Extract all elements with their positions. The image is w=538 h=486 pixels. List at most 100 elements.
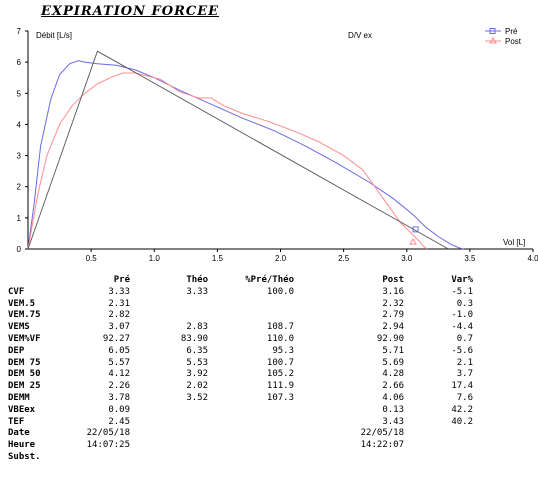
table-cell: 2.83: [186, 322, 208, 333]
table-cell: 100.0: [266, 286, 294, 297]
table-cell: 3.16: [382, 286, 404, 297]
table-cell: 2.26: [108, 381, 130, 392]
row-label: VEMS: [8, 322, 30, 333]
row-label: DEM 50: [8, 369, 41, 380]
table-cell: 22/05/18: [360, 428, 404, 439]
chart-series: [27, 50, 464, 250]
table-cell: [404, 452, 473, 464]
table-cell: [130, 310, 208, 322]
y-tick-label: 0: [17, 245, 22, 254]
table-cell: 3.92: [186, 369, 208, 380]
row-label: VEM.5: [8, 298, 36, 309]
table-row: Date 22/05/18 22/05/18: [8, 428, 473, 440]
table-row: DEM 25 2.26 2.02 111.9 2.66 17.4: [8, 381, 473, 393]
table-cell: [130, 452, 208, 464]
x-tick-label: 4.0: [527, 254, 538, 263]
table-cell: [404, 440, 473, 452]
x-tick-label: 0.5: [86, 254, 98, 263]
table-row: Heure 14:07:25 14:22:07: [8, 440, 473, 452]
table-cell: 92.27: [102, 333, 130, 344]
y-tick-label: 6: [17, 58, 22, 67]
table-cell: 5.53: [186, 357, 208, 368]
legend-marker-triangle: [489, 37, 497, 44]
column-header: Var%: [451, 275, 473, 285]
table-cell: -4.4: [451, 322, 473, 333]
table-cell: 7.6: [456, 392, 473, 403]
table-row: VEM.5 2.31 2.32 0.3: [8, 299, 473, 311]
table-cell: -5.6: [451, 345, 473, 356]
pre-marker: [412, 226, 419, 233]
row-label: DEP: [8, 345, 25, 356]
table-cell: [294, 452, 404, 464]
x-tick-label: 3.0: [401, 254, 413, 263]
table-cell: 40.2: [451, 416, 473, 427]
table-cell: 2.82: [108, 310, 130, 321]
table-cell: 22/05/18: [86, 428, 130, 439]
table-row: DEM 75 5.57 5.53 100.7 5.69 2.1: [8, 358, 473, 370]
chart-axes: 0 1 2 3 4 5 6 7 0.5 1.0 1.5 2.0 2.5 3.0 3.5 4.0: [17, 27, 538, 263]
table-cell: 42.2: [451, 404, 473, 415]
y-tick-label: 3: [17, 152, 22, 161]
post-marker: [409, 238, 417, 245]
table-cell: 0.13: [382, 404, 404, 415]
table-cell: 2.45: [108, 416, 130, 427]
table-cell: 14:07:25: [86, 440, 130, 451]
table-cell: 0.7: [456, 333, 473, 344]
table-cell: [70, 452, 130, 464]
table-cell: 2.79: [382, 310, 404, 321]
table-cell: 100.7: [266, 357, 294, 368]
table-cell: 3.33: [108, 286, 130, 297]
table-cell: 2.1: [456, 357, 473, 368]
table-cell: [130, 440, 208, 452]
table-cell: 5.57: [108, 357, 130, 368]
legend-marker-square: [489, 28, 496, 34]
predicted-triangle-line: [27, 50, 449, 250]
report-title: EXPIRATION FORCEE: [41, 4, 220, 19]
table-cell: [208, 405, 294, 417]
table-cell: 2.94: [382, 322, 404, 333]
table-cell: 105.2: [266, 369, 294, 380]
table-cell: 3.33: [186, 286, 208, 297]
table-row: VBEex 0.09 0.13 42.2: [8, 405, 473, 417]
x-tick-label: 1.5: [212, 254, 224, 263]
table-cell: 108.7: [266, 322, 294, 333]
legend-label: Post: [505, 37, 522, 46]
table-cell: -5.1: [451, 286, 473, 297]
table-row: VEM%VF 92.27 83.90 110.0 92.90 0.7: [8, 334, 473, 346]
table-cell: 6.05: [108, 345, 130, 356]
table-cell: [208, 417, 294, 429]
y-axis-label: Débit [L/s]: [36, 31, 72, 40]
row-label: CVF: [8, 286, 25, 297]
table-cell: [130, 428, 208, 440]
table-row: VEMS 3.07 2.83 108.7 2.94 -4.4: [8, 322, 473, 334]
table-header-row: Pré Théo %Pré/Théo Post Var%: [8, 275, 473, 287]
table-cell: 0.09: [108, 404, 130, 415]
table-cell: [130, 417, 208, 429]
table-cell: [208, 440, 294, 452]
table-cell: 4.06: [382, 392, 404, 403]
x-tick-label: 1.0: [149, 254, 161, 263]
x-tick-label: 2.5: [338, 254, 350, 263]
column-header: Théo: [186, 275, 208, 285]
x-tick-label: 3.5: [464, 254, 476, 263]
y-tick-label: 1: [17, 214, 22, 223]
table-cell: 3.52: [186, 392, 208, 403]
table-cell: 3.43: [382, 416, 404, 427]
flow-volume-chart: 0 1 2 3 4 5 6 7 0.5 1.0 1.5 2.0 2.5 3.0 3.5 4.0 Débit […: [17, 27, 538, 263]
column-header: Post: [382, 275, 404, 285]
table-cell: 95.3: [272, 345, 294, 356]
table-row: DEM 50 4.12 3.92 105.2 4.28 3.7: [8, 369, 473, 381]
table-cell: 2.66: [382, 381, 404, 392]
column-header: %Pré/Théo: [245, 275, 294, 285]
table-row: VEM.75 2.82 2.79 -1.0: [8, 310, 473, 322]
row-label: VBEex: [8, 404, 36, 415]
x-tick-label: 2.0: [275, 254, 287, 263]
results-table: Pré Théo %Pré/Théo Post Var% CVF 3.33 3.33 100.…: [8, 275, 473, 464]
row-label: DEMM: [8, 392, 30, 403]
table-cell: 17.4: [451, 381, 473, 392]
table-cell: 5.71: [382, 345, 404, 356]
row-label: DEM 75: [8, 357, 41, 368]
row-label: VEM.75: [8, 310, 41, 321]
table-row: DEMM 3.78 3.52 107.3 4.06 7.6: [8, 393, 473, 405]
